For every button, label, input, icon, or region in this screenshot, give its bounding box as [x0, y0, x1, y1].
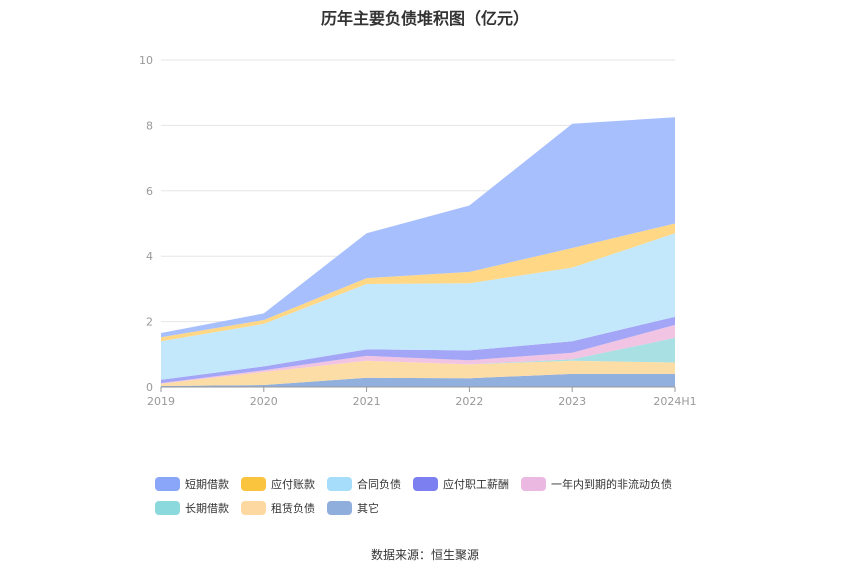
chart-title: 历年主要负债堆积图（亿元） — [320, 9, 529, 28]
area-应付职工薪酬 — [161, 316, 675, 384]
legend-swatch — [241, 477, 266, 491]
legend-row-1: 短期借款 应付账款 合同负债 应付职工薪酬 一年内到期的非流动负债 — [155, 472, 755, 496]
area-应付账款 — [161, 223, 675, 342]
area-一年内到期的非流动负债 — [161, 324, 675, 384]
data-source: 数据来源：恒生聚源 — [370, 548, 479, 562]
legend-label: 短期借款 — [185, 478, 229, 491]
y-tick-label: 0 — [146, 381, 153, 394]
legend-label: 长期借款 — [185, 502, 229, 515]
legend-item[interactable]: 应付账款 — [241, 476, 315, 492]
x-tick-label: 2020 — [250, 395, 278, 408]
y-tick-label: 2 — [146, 316, 153, 329]
legend-label: 其它 — [357, 502, 379, 515]
axes: 0 2 4 6 8 10 2019 2020 2021 2022 2023 2024H1 — [139, 54, 697, 408]
area-长期借款 — [161, 337, 675, 384]
y-tick-label: 10 — [139, 54, 153, 67]
legend-item[interactable]: 长期借款 — [155, 500, 229, 516]
legend-row-2: 长期借款 租赁负债 其它 — [155, 496, 755, 520]
x-tick-label: 2024H1 — [653, 395, 696, 408]
legend-item[interactable]: 合同负债 — [327, 476, 401, 492]
legend-item[interactable]: 一年内到期的非流动负债 — [521, 476, 672, 492]
y-tick-label: 4 — [146, 250, 153, 263]
legend-item[interactable]: 短期借款 — [155, 476, 229, 492]
legend-swatch — [327, 501, 352, 515]
legend-swatch — [413, 477, 438, 491]
area-其它 — [161, 373, 675, 387]
legend-swatch — [241, 501, 266, 515]
x-tick-label: 2022 — [455, 395, 483, 408]
x-tick-label: 2023 — [558, 395, 586, 408]
legend-label: 租赁负债 — [271, 502, 315, 515]
legend-label: 应付账款 — [271, 478, 315, 491]
y-tick-label: 6 — [146, 185, 153, 198]
legend-item[interactable]: 租赁负债 — [241, 500, 315, 516]
legend-label: 一年内到期的非流动负债 — [551, 478, 672, 491]
x-tick-label: 2021 — [353, 395, 381, 408]
legend-swatch — [327, 477, 352, 491]
legend-swatch — [155, 477, 180, 491]
legend: 短期借款 应付账款 合同负债 应付职工薪酬 一年内到期的非流动负债 长期借款 租赁负债 其它 — [155, 472, 755, 520]
y-tick-label: 8 — [146, 119, 153, 132]
legend-label: 合同负债 — [357, 478, 401, 491]
legend-swatch — [155, 501, 180, 515]
area-series — [161, 117, 675, 387]
x-tick-label: 2019 — [147, 395, 175, 408]
area-租赁负债 — [161, 360, 675, 386]
legend-swatch — [521, 477, 546, 491]
legend-item[interactable]: 其它 — [327, 500, 379, 516]
area-合同负债 — [161, 233, 675, 380]
legend-item[interactable]: 应付职工薪酬 — [413, 476, 509, 492]
legend-label: 应付职工薪酬 — [443, 478, 509, 491]
area-短期借款 — [161, 117, 675, 338]
